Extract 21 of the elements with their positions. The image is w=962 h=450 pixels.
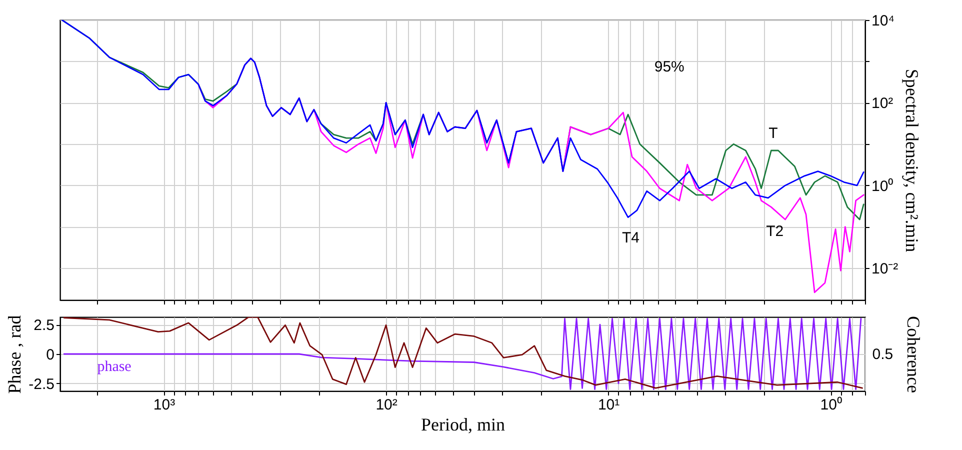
y-axis-title: Coherence xyxy=(904,316,924,393)
x-tick-label: 10¹ xyxy=(598,396,620,414)
y-tick-label: 10⁴ xyxy=(872,12,895,30)
text: 0.5 xyxy=(872,346,894,363)
annotation: 95% xyxy=(654,58,684,76)
series-label: phase xyxy=(97,359,132,375)
y-tick-label: 2.5 xyxy=(34,317,54,334)
annotation: T xyxy=(768,124,778,142)
y-tick-label: 10⁻² xyxy=(872,260,898,278)
y-axis-title: Spectral density, cm².min xyxy=(902,68,922,252)
y-tick-label: -2.5 xyxy=(28,376,54,393)
y-tick-label: 10⁰ xyxy=(872,178,894,195)
annotation: T2 xyxy=(766,222,784,240)
x-axis-title: Period, min xyxy=(421,414,505,434)
x-tick-label: 10⁰ xyxy=(820,396,842,414)
x-tick-label: 10³ xyxy=(153,396,176,414)
x-tick-label: 10² xyxy=(376,396,398,414)
y-tick-label: 0 xyxy=(46,346,54,364)
y-axis-title: Phase , rad xyxy=(4,315,25,394)
annotation: T4 xyxy=(622,229,640,246)
y-tick-label: 10² xyxy=(872,95,894,112)
